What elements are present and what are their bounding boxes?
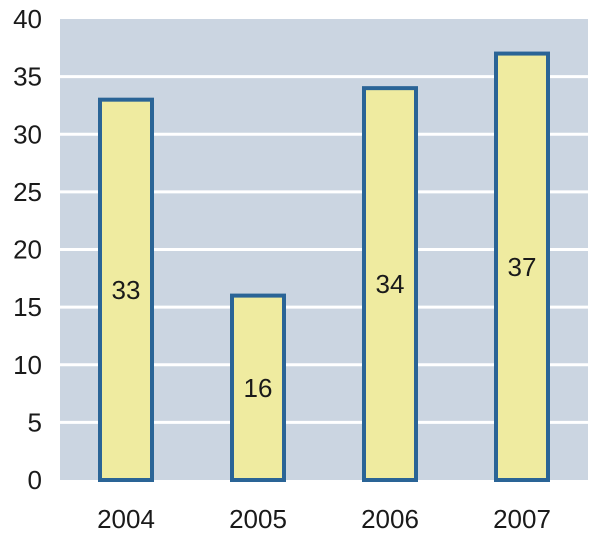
y-tick-label: 35 <box>13 62 42 92</box>
x-tick-label: 2004 <box>97 504 155 533</box>
data-label: 34 <box>376 269 405 299</box>
data-label: 37 <box>508 252 537 282</box>
x-tick-label: 2005 <box>229 504 287 533</box>
bar <box>230 293 286 482</box>
data-label: 33 <box>112 275 141 305</box>
y-tick-label: 0 <box>28 465 42 495</box>
y-tick-label: 25 <box>13 177 42 207</box>
bars: 33 16 34 37 <box>98 51 550 483</box>
bar <box>362 86 418 483</box>
x-tick-label: 2007 <box>493 504 551 533</box>
data-label: 16 <box>244 373 273 403</box>
y-tick-label: 15 <box>13 292 42 322</box>
y-tick-label: 5 <box>28 407 42 437</box>
y-axis: 0 5 10 15 20 25 30 35 40 <box>13 4 42 495</box>
bar <box>494 51 550 482</box>
y-tick-label: 30 <box>13 119 42 149</box>
x-tick-label: 2006 <box>361 504 419 533</box>
x-axis: 2004 2005 2006 2007 <box>97 504 551 533</box>
y-tick-label: 10 <box>13 350 42 380</box>
y-tick-label: 20 <box>13 235 42 265</box>
y-tick-label: 40 <box>13 4 42 34</box>
bar <box>98 97 154 483</box>
